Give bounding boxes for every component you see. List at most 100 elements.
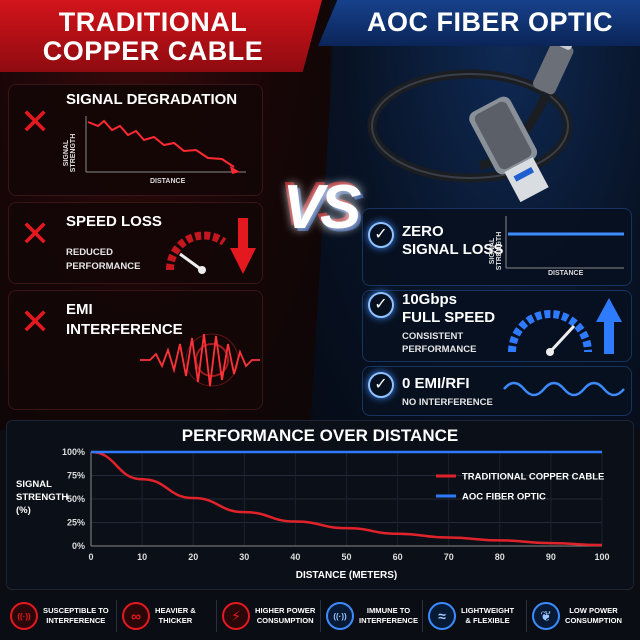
speed-loss-sub-1: REDUCED [66, 247, 113, 258]
footer-label-line2: THICKER [158, 616, 193, 625]
zero-signal-loss-card [362, 208, 632, 286]
footer-separator [216, 600, 217, 632]
performance-line-chart: 0% 25% 50% 75% 100% 0 10 20 30 40 50 60 70 80 90 100 TRA… [62, 447, 610, 581]
fiber-title: AOC FIBER OPTIC [366, 7, 613, 37]
footer-item-label: LIGHTWEIGHT & FLEXIBLE [461, 606, 514, 626]
chart-y-label-line2: STRENGTH [16, 492, 69, 503]
x-tick-label: 20 [188, 552, 198, 562]
footer-label-line1: SUSCEPTIBLE TO [43, 606, 109, 615]
x-icon: ✕ [20, 301, 51, 342]
y-tick-label: 75% [67, 471, 85, 481]
copper-banner [0, 0, 322, 72]
battery-icon: ⚡ [222, 602, 250, 630]
degradation-y-axis-label: SIGNAL STRENGTH [63, 133, 77, 173]
footer-label-line1: IMMUNE TO [366, 606, 411, 615]
flat-signal-mini-chart [505, 216, 624, 269]
footer-label-line1: LIGHTWEIGHT [461, 606, 515, 615]
footer-item: ≈ LIGHTWEIGHT & FLEXIBLE [428, 596, 514, 636]
footer-item-label: HIGHER POWER CONSUMPTION [255, 606, 315, 626]
footer-item: ⚡ HIGHER POWER CONSUMPTION [222, 596, 315, 636]
clean-wave-icon [503, 381, 625, 397]
footer-item: ((·)) IMMUNE TO INTERFERENCE [326, 596, 418, 636]
x-tick-label: 100 [594, 552, 609, 562]
emi-heading-2: INTERFERENCE [66, 321, 183, 338]
x-tick-label: 70 [444, 552, 454, 562]
footer-label-line2: CONSUMPTION [565, 616, 622, 625]
check-icon: ✓ [368, 372, 394, 398]
interference-wave-icon [140, 333, 260, 387]
signal-degradation-card [8, 84, 263, 196]
x-icon: ✕ [20, 213, 51, 254]
x-tick-label: 80 [495, 552, 505, 562]
footer-item: ❦ LOW POWER CONSUMPTION [532, 596, 622, 636]
chart-y-axis-label: SIGNAL STRENGTH (%) [16, 478, 68, 517]
footer-label-line2: & FLEXIBLE [465, 616, 510, 625]
speed-loss-sub-2: PERFORMANCE [66, 261, 141, 272]
footer-separator [526, 600, 527, 632]
signal-degradation-heading: SIGNAL DEGRADATION [66, 91, 238, 108]
feather-icon: ≈ [428, 602, 456, 630]
footer-item: ∞ HEAVIER & THICKER [122, 596, 196, 636]
flat-y-axis-label: SIGNAL STRENGTH [489, 231, 503, 271]
x-tick-label: 40 [290, 552, 300, 562]
chart-y-label-line3: (%) [16, 505, 31, 516]
y-tick-label: 100% [62, 447, 85, 457]
full-speed-heading-1: 10Gbps [402, 291, 458, 308]
legend-label: TRADITIONAL COPPER CABLE [462, 472, 604, 483]
no-emi-card [362, 366, 632, 416]
y-tick-label: 50% [67, 494, 85, 504]
zero-loss-heading-2: SIGNAL LOSS [402, 241, 504, 258]
chart-title: PERFORMANCE OVER DISTANCE [181, 426, 459, 445]
antenna-icon: ((·)) [10, 602, 38, 630]
y-tick-label: 25% [67, 518, 85, 528]
slow-gauge-icon [165, 218, 256, 274]
x-tick-label: 50 [341, 552, 351, 562]
flat-x-axis-label: DISTANCE [548, 270, 584, 277]
degradation-mini-chart [85, 116, 246, 174]
y-tick-label: 0% [72, 541, 85, 551]
full-speed-heading-2: FULL SPEED [402, 309, 496, 326]
footer-label-line1: HIGHER POWER [255, 606, 316, 615]
emi-card [8, 290, 263, 410]
shield-antenna-icon: ((·)) [326, 602, 354, 630]
x-tick-label: 0 [88, 552, 93, 562]
copper-title: TRADITIONAL COPPER CABLE [8, 8, 298, 66]
knot-icon: ∞ [122, 602, 150, 630]
full-speed-sub-2: PERFORMANCE [402, 344, 477, 355]
footer-item-label: SUSCEPTIBLE TO INTERFERENCE [43, 606, 109, 626]
fast-gauge-icon [508, 298, 622, 356]
copper-title-line2: COPPER CABLE [42, 36, 264, 66]
emi-heading-1: EMI [66, 301, 93, 318]
check-icon: ✓ [368, 292, 394, 318]
chart-x-axis-label: DISTANCE (METERS) [296, 570, 397, 581]
zero-loss-heading-1: ZERO [402, 223, 444, 240]
usb-c-fiber-cable-image [367, 46, 575, 203]
x-tick-label: 90 [546, 552, 556, 562]
x-icon: ✕ [20, 101, 51, 142]
footer-separator [422, 600, 423, 632]
footer-label-line2: INTERFERENCE [46, 616, 106, 625]
fiber-banner [318, 0, 640, 46]
footer-item-label: IMMUNE TO INTERFERENCE [359, 606, 418, 626]
performance-chart-panel [6, 420, 634, 590]
x-tick-label: 30 [239, 552, 249, 562]
legend-label: AOC FIBER OPTIC [462, 492, 546, 503]
footer-separator [320, 600, 321, 632]
vs-emblem: VS [282, 173, 362, 242]
footer-label-line1: LOW POWER [569, 606, 618, 615]
x-tick-label: 60 [393, 552, 403, 562]
no-emi-sub: NO INTERFERENCE [402, 397, 493, 408]
speed-loss-heading: SPEED LOSS [66, 213, 162, 230]
footer-item-label: LOW POWER CONSUMPTION [565, 606, 622, 626]
footer-label-line1: HEAVIER & [155, 606, 196, 615]
footer-item: ((·)) SUSCEPTIBLE TO INTERFERENCE [10, 596, 109, 636]
check-icon: ✓ [368, 222, 394, 248]
footer-separator [116, 600, 117, 632]
leaf-icon: ❦ [532, 602, 560, 630]
chart-y-label-line1: SIGNAL [16, 479, 52, 490]
x-tick-label: 10 [137, 552, 147, 562]
no-emi-heading: 0 EMI/RFI [402, 375, 470, 392]
copper-title-line1: TRADITIONAL [58, 7, 248, 37]
footer-label-line2: CONSUMPTION [256, 616, 314, 625]
series-line-copper [90, 450, 603, 547]
